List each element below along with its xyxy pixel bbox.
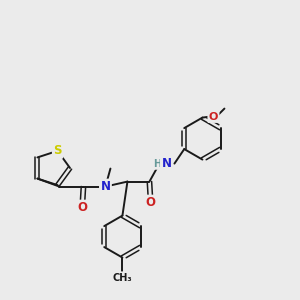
Text: N: N: [161, 157, 171, 170]
Text: S: S: [53, 144, 62, 158]
Text: O: O: [209, 112, 218, 122]
Text: O: O: [77, 201, 87, 214]
Text: H: H: [153, 159, 161, 169]
Text: O: O: [146, 196, 155, 209]
Text: N: N: [100, 180, 110, 193]
Text: CH₃: CH₃: [112, 273, 132, 283]
